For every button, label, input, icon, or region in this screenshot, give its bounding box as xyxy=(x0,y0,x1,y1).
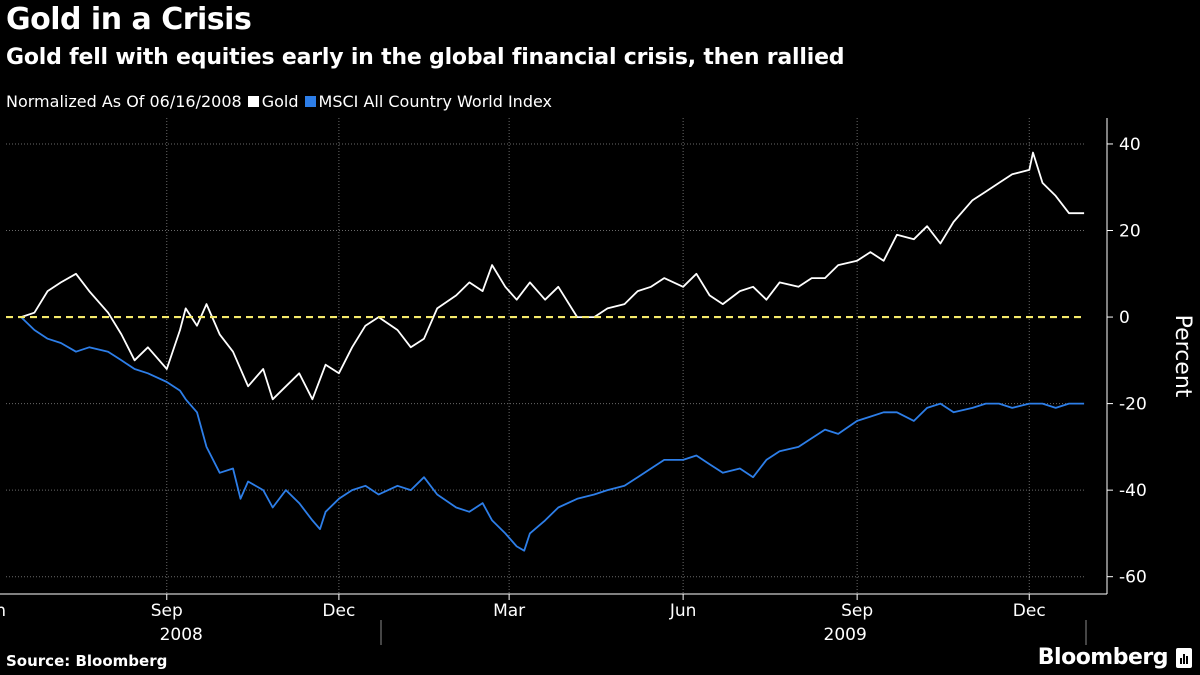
x-tick-label: Dec xyxy=(322,601,355,621)
year-label: 2009 xyxy=(824,625,867,645)
bloomberg-chart-icon xyxy=(1176,647,1192,668)
x-tick-label: Mar xyxy=(493,601,525,621)
legend: Normalized As Of 06/16/2008 Gold MSCI Al… xyxy=(6,90,552,112)
y-tick-label: -40 xyxy=(1119,481,1147,501)
gold-series-line xyxy=(20,151,1085,401)
msci-series-line xyxy=(20,316,1085,552)
legend-label-gold: Gold xyxy=(261,91,299,111)
source-note: Source: Bloomberg xyxy=(6,652,168,670)
y-tick-label: -60 xyxy=(1119,568,1147,588)
chart-title: Gold in a Crisis xyxy=(6,2,252,37)
x-tick-label: Jun xyxy=(669,601,697,621)
y-tick-label: 20 xyxy=(1119,222,1141,242)
x-tick-label: Jun xyxy=(0,601,6,621)
legend-label-msci: MSCI All Country World Index xyxy=(318,91,553,111)
y-tick-label: 40 xyxy=(1119,135,1141,155)
legend-item-gold: Gold xyxy=(247,91,299,111)
legend-normalized-note: Normalized As Of 06/16/2008 xyxy=(6,91,242,111)
x-tick-label: Sep xyxy=(151,601,183,621)
x-tick-label: Dec xyxy=(1013,601,1046,621)
y-tick-label: 0 xyxy=(1119,308,1130,328)
y-tick-label: -20 xyxy=(1119,395,1147,415)
brand-name: Bloomberg xyxy=(1037,645,1169,670)
year-label: 2008 xyxy=(160,625,203,645)
legend-item-msci: MSCI All Country World Index xyxy=(304,91,553,111)
brand-logo: Bloomberg xyxy=(1038,645,1192,670)
legend-swatch-gold xyxy=(247,95,259,107)
x-tick-label: Sep xyxy=(841,601,873,621)
chart-subtitle: Gold fell with equities early in the glo… xyxy=(6,45,845,70)
y-axis-label: Percent xyxy=(1170,315,1195,398)
legend-swatch-msci xyxy=(304,95,316,107)
